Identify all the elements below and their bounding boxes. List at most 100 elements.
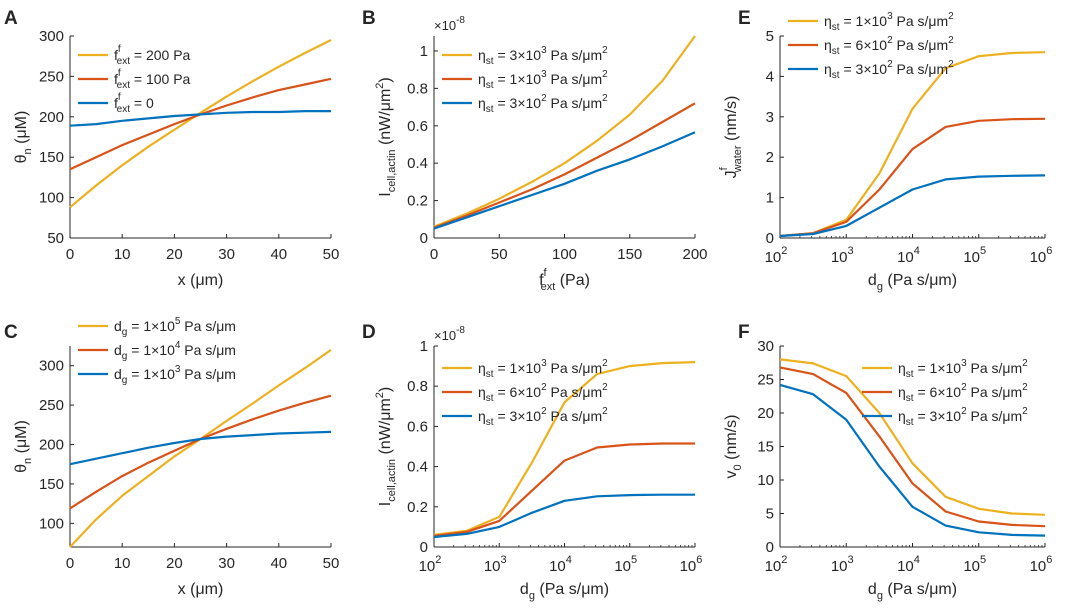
- x-tick-label: 50: [323, 246, 340, 263]
- panel-f: F 102 103 104 105 106 0 5 10 15 20 25 30 dg (Pa s/μm)…: [723, 322, 1052, 602]
- panel-label: E: [738, 8, 751, 29]
- x-tick-label: 104: [897, 245, 920, 266]
- y-tick-label: 0.6: [407, 418, 428, 435]
- axis-multiplier: ×10-8: [434, 325, 465, 343]
- series-line-yellow: [779, 358, 1046, 516]
- series-line-blue: [69, 430, 332, 466]
- y-tick-label: 1: [420, 43, 428, 60]
- legend-entry: ηst = 1×103 Pa s/μm2: [478, 69, 608, 91]
- x-tick-label: 40: [270, 555, 287, 572]
- series-line-orange: [69, 77, 332, 171]
- legend-entry: dg = 1×104 Pa s/μm: [114, 340, 236, 362]
- series-line-orange: [779, 117, 1046, 238]
- series-line-orange: [69, 394, 332, 510]
- y-tick-label: 5: [766, 506, 774, 523]
- x-tick-label: 106: [1030, 245, 1053, 266]
- x-axis-label: dg (Pa s/μm): [520, 581, 609, 602]
- y-tick-label: 200: [39, 437, 64, 454]
- axis-multiplier: ×10-8: [434, 15, 465, 33]
- y-tick-label: 300: [39, 358, 64, 375]
- legend-entry: ηst = 3×103 Pa s/μm2: [478, 45, 608, 67]
- y-tick-label: 0.4: [407, 155, 428, 172]
- y-tick-label: 25: [757, 372, 774, 389]
- legend-entry: ff ext = 100 Pa: [114, 68, 191, 91]
- y-tick-label: 0.8: [407, 378, 428, 395]
- legend-entry: ηst = 6×102 Pa s/μm2: [478, 382, 608, 404]
- series-line-blue: [433, 493, 695, 539]
- legend-entry: ηst = 1×103 Pa s/μm2: [478, 358, 608, 380]
- x-tick-label: 103: [484, 554, 507, 575]
- series-line-blue: [433, 131, 696, 230]
- y-tick-label: 150: [39, 476, 64, 493]
- x-tick-label: 0: [66, 246, 74, 263]
- x-axis-label: dg (Pa s/μm): [868, 581, 957, 602]
- legend-entry: ηst = 6×102 Pa s/μm2: [898, 382, 1028, 404]
- y-tick-label: 0.2: [407, 193, 428, 210]
- x-tick-label: 30: [218, 246, 235, 263]
- y-tick-label: 30: [757, 338, 774, 355]
- legend-entry: ηst = 1×103 Pa s/μm2: [824, 11, 954, 33]
- y-axis-label: Jf water (nm/s): [718, 96, 744, 179]
- y-axis-label: v0 (nm/s): [723, 415, 744, 479]
- panel-c: C 0 10 20 30 40 50 100 150 200 250 300 x (μm) θn (μM)…: [4, 316, 339, 598]
- panel-label: F: [738, 322, 750, 343]
- x-tick-label: 150: [617, 246, 642, 263]
- y-tick-label: 0: [766, 539, 774, 556]
- legend-entry: ηst = 3×102 Pa s/μm2: [478, 93, 608, 115]
- x-tick-label: 20: [166, 246, 183, 263]
- x-tick-label: 10: [114, 246, 131, 263]
- y-tick-label: 150: [39, 149, 64, 166]
- x-axis-label: dg (Pa s/μm): [868, 272, 957, 293]
- series-line-yellow: [433, 361, 696, 536]
- x-tick-label: 102: [765, 554, 788, 575]
- x-tick-label: 103: [831, 245, 854, 266]
- y-tick-label: 3: [766, 109, 774, 126]
- panel-a: A 0 10 20 30 40 50 50 100 150 200 250 300 x (μm) θn (μ…: [4, 8, 339, 289]
- x-tick-label: 104: [897, 554, 920, 575]
- x-tick-label: 100: [552, 246, 577, 263]
- y-tick-label: 5: [766, 28, 774, 45]
- x-tick-label: 20: [166, 555, 183, 572]
- x-tick-label: 102: [419, 554, 442, 575]
- x-tick-label: 0: [430, 246, 438, 263]
- series-line-blue: [779, 383, 1046, 537]
- y-tick-label: 300: [39, 28, 64, 45]
- y-axis-label: Icell,actin (nW/μm2): [374, 387, 398, 506]
- y-tick-label: 15: [757, 439, 774, 456]
- series-line-orange: [433, 442, 695, 537]
- y-axis-label: θn (μM): [13, 111, 34, 164]
- y-tick-label: 4: [766, 68, 774, 85]
- y-tick-label: 200: [39, 109, 64, 126]
- x-tick-label: 30: [218, 555, 235, 572]
- series-line-yellow: [433, 35, 696, 228]
- panel-label: B: [362, 8, 376, 29]
- series-line-blue: [779, 174, 1046, 238]
- x-tick-label: 10: [114, 555, 131, 572]
- legend-entry: ηst = 3×102 Pa s/μm2: [898, 406, 1028, 428]
- y-tick-label: 0.2: [407, 499, 428, 516]
- y-tick-label: 0: [420, 230, 428, 247]
- y-tick-label: 100: [39, 515, 64, 532]
- legend-entry: ηst = 3×102 Pa s/μm2: [824, 59, 954, 81]
- y-tick-label: 10: [757, 472, 774, 489]
- y-tick-label: 20: [757, 405, 774, 422]
- y-tick-label: 0: [766, 230, 774, 247]
- y-tick-label: 250: [39, 397, 64, 414]
- x-axis-label: x (μm): [178, 581, 224, 598]
- x-tick-label: 102: [765, 245, 788, 266]
- y-tick-label: 100: [39, 190, 64, 207]
- series-line-orange: [779, 366, 1046, 528]
- y-tick-label: 0: [420, 539, 428, 556]
- y-tick-label: 2: [766, 149, 774, 166]
- y-tick-label: 0.6: [407, 118, 428, 135]
- legend-entry: dg = 1×103 Pa s/μm: [114, 364, 236, 386]
- panel-d: D 102 103 104 105 106 0 0.2 0.4 0.6 0.8 1 ×10-8 dg (P…: [362, 322, 702, 602]
- x-tick-label: 103: [831, 554, 854, 575]
- y-tick-label: 50: [47, 230, 64, 247]
- x-tick-label: 40: [270, 246, 287, 263]
- x-tick-label: 105: [614, 554, 637, 575]
- x-tick-label: 50: [491, 246, 508, 263]
- x-tick-label: 106: [680, 554, 703, 575]
- series-line-orange: [433, 102, 696, 229]
